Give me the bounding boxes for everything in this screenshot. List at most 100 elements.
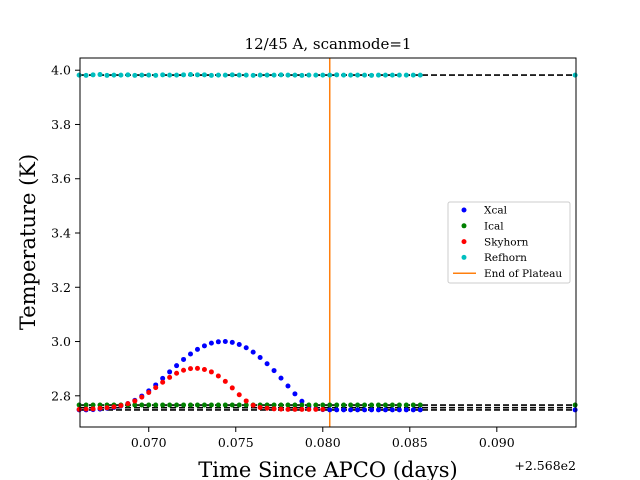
skyhorn-point: [271, 406, 277, 412]
skyhorn-point: [243, 398, 249, 404]
ical-point: [396, 402, 402, 408]
ical-point: [410, 402, 416, 408]
ical-point: [327, 402, 333, 408]
refhorn-point: [104, 72, 110, 78]
refhorn-point: [201, 72, 207, 78]
y-axis-ticks: 2.8 3.0 3.2 3.4 3.6 3.8 4.0: [51, 63, 80, 403]
xcal-point: [278, 375, 284, 381]
legend-label: Skyhorn: [484, 236, 529, 248]
skyhorn-point: [264, 405, 270, 411]
ical-point: [194, 402, 200, 408]
ical-point: [229, 402, 235, 408]
refhorn-point: [327, 72, 333, 78]
refhorn-point: [396, 72, 402, 78]
skyhorn-point: [174, 370, 180, 376]
refhorn-point: [181, 72, 187, 78]
refhorn-point: [313, 72, 319, 78]
refhorn-point: [97, 72, 103, 78]
plot-frame: [79, 57, 577, 428]
ical-point: [334, 402, 340, 408]
skyhorn-point: [257, 404, 263, 410]
legend-box: [447, 201, 571, 284]
legend-label: Refhorn: [484, 252, 527, 264]
refhorn-point: [194, 72, 200, 78]
ical-point: [355, 402, 361, 408]
refhorn-point: [417, 72, 423, 78]
refhorn-point: [299, 72, 305, 78]
skyhorn-point: [139, 394, 145, 400]
xcal-point: [188, 351, 194, 357]
ical-point: [215, 402, 221, 408]
refhorn-point: [320, 72, 326, 78]
xcal-point: [201, 343, 207, 349]
refhorn-point: [257, 72, 263, 78]
xcal-point: [236, 342, 242, 348]
refhorn-point: [111, 72, 117, 78]
legend: Xcal Ical Skyhorn Refhorn End of Plateau: [447, 201, 571, 284]
skyhorn-point: [208, 369, 214, 375]
xcal-point: [417, 407, 423, 413]
x-tick-label: 0.085: [392, 435, 428, 450]
legend-label: Ical: [484, 221, 504, 233]
legend-marker-swatch: [461, 207, 467, 213]
refhorn-point: [236, 72, 242, 78]
x-offset-label: +2.568e2: [514, 458, 576, 473]
refhorn-point: [250, 72, 256, 78]
refhorn-point: [572, 72, 578, 78]
ical-point: [382, 402, 388, 408]
ical-point: [572, 402, 578, 408]
ical-point: [271, 402, 277, 408]
refhorn-point: [146, 72, 152, 78]
refhorn-point: [153, 72, 159, 78]
ical-point: [285, 402, 291, 408]
skyhorn-point: [236, 392, 242, 398]
xcal-point: [389, 407, 395, 413]
y-tick-label: 3.0: [51, 334, 71, 349]
ical-point: [417, 402, 423, 408]
xcal-point: [194, 346, 200, 352]
xcal-point: [215, 339, 221, 345]
xcal-point: [396, 407, 402, 413]
skyhorn-point: [188, 366, 194, 372]
y-tick-label: 3.2: [51, 280, 71, 295]
xcal-point: [334, 407, 340, 413]
refhorn-point: [292, 72, 298, 78]
ical-point: [348, 402, 354, 408]
refhorn-point: [362, 72, 368, 78]
x-tick-label: 0.080: [305, 435, 341, 450]
skyhorn-point: [125, 401, 131, 407]
xcal-point: [167, 369, 173, 375]
ical-point: [292, 402, 298, 408]
legend-label: End of Plateau: [484, 268, 562, 280]
xcal-point: [285, 383, 291, 389]
refhorn-point: [132, 72, 138, 78]
xcal-point: [208, 340, 214, 346]
data-points: [76, 72, 578, 413]
xcal-point: [375, 407, 381, 413]
refhorn-point: [348, 72, 354, 78]
xcal-point: [355, 407, 361, 413]
ical-point: [320, 402, 326, 408]
ical-point: [90, 402, 96, 408]
xcal-point: [299, 398, 305, 404]
xcal-point: [572, 407, 578, 413]
refhorn-point: [369, 72, 375, 78]
x-tick-label: 0.075: [218, 435, 254, 450]
ical-point: [167, 402, 173, 408]
skyhorn-point: [90, 406, 96, 412]
ical-point: [243, 402, 249, 408]
skyhorn-point: [167, 374, 173, 380]
refhorn-point: [278, 72, 284, 78]
ical-point: [160, 402, 166, 408]
ical-point: [174, 402, 180, 408]
refhorn-point: [243, 72, 249, 78]
xcal-point: [327, 407, 333, 413]
x-tick-label: 0.090: [479, 435, 515, 450]
skyhorn-point: [278, 406, 284, 412]
xcal-point: [174, 363, 180, 369]
ical-point: [188, 402, 194, 408]
ical-point: [375, 402, 381, 408]
ical-point: [76, 402, 82, 408]
skyhorn-point: [299, 406, 305, 412]
skyhorn-point: [97, 405, 103, 411]
